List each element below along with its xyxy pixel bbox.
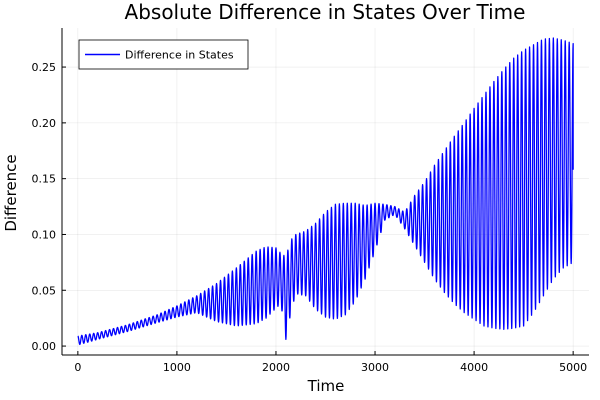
- y-axis-label: Difference: [2, 154, 20, 231]
- chart-title: Absolute Difference in States Over Time: [125, 0, 526, 24]
- x-tick-label: 1000: [163, 361, 191, 374]
- y-tick-label: 0.25: [32, 61, 57, 74]
- x-tick-label: 4000: [460, 361, 488, 374]
- legend-label: Difference in States: [125, 49, 234, 62]
- axes: [61, 28, 589, 356]
- series-lines: [77, 37, 574, 346]
- tick-labels: 0 1000 2000 3000 4000 5000 0.00 0.05 0.10 0.15 0.2…: [32, 61, 588, 374]
- y-tick-label: 0.05: [32, 284, 57, 297]
- legend: Difference in States: [78, 39, 249, 70]
- series-line-difference-in-states: [77, 37, 574, 346]
- x-tick-label: 5000: [559, 361, 587, 374]
- y-tick-label: 0.15: [32, 173, 57, 186]
- x-tick-label: 2000: [262, 361, 290, 374]
- x-tick-label: 0: [74, 361, 81, 374]
- y-tick-label: 0.00: [32, 340, 57, 353]
- x-tick-label: 3000: [361, 361, 389, 374]
- x-axis-label: Time: [307, 377, 345, 395]
- y-tick-label: 0.10: [32, 228, 57, 241]
- y-tick-label: 0.20: [32, 117, 57, 130]
